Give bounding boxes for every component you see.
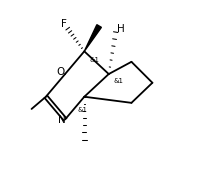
Text: &1: &1: [114, 78, 124, 84]
Text: H: H: [117, 24, 125, 34]
Text: O: O: [56, 67, 64, 77]
Polygon shape: [84, 25, 101, 51]
Text: N: N: [58, 115, 66, 125]
Text: F: F: [61, 19, 67, 29]
Text: &1: &1: [90, 57, 100, 63]
Text: &1: &1: [77, 107, 88, 113]
